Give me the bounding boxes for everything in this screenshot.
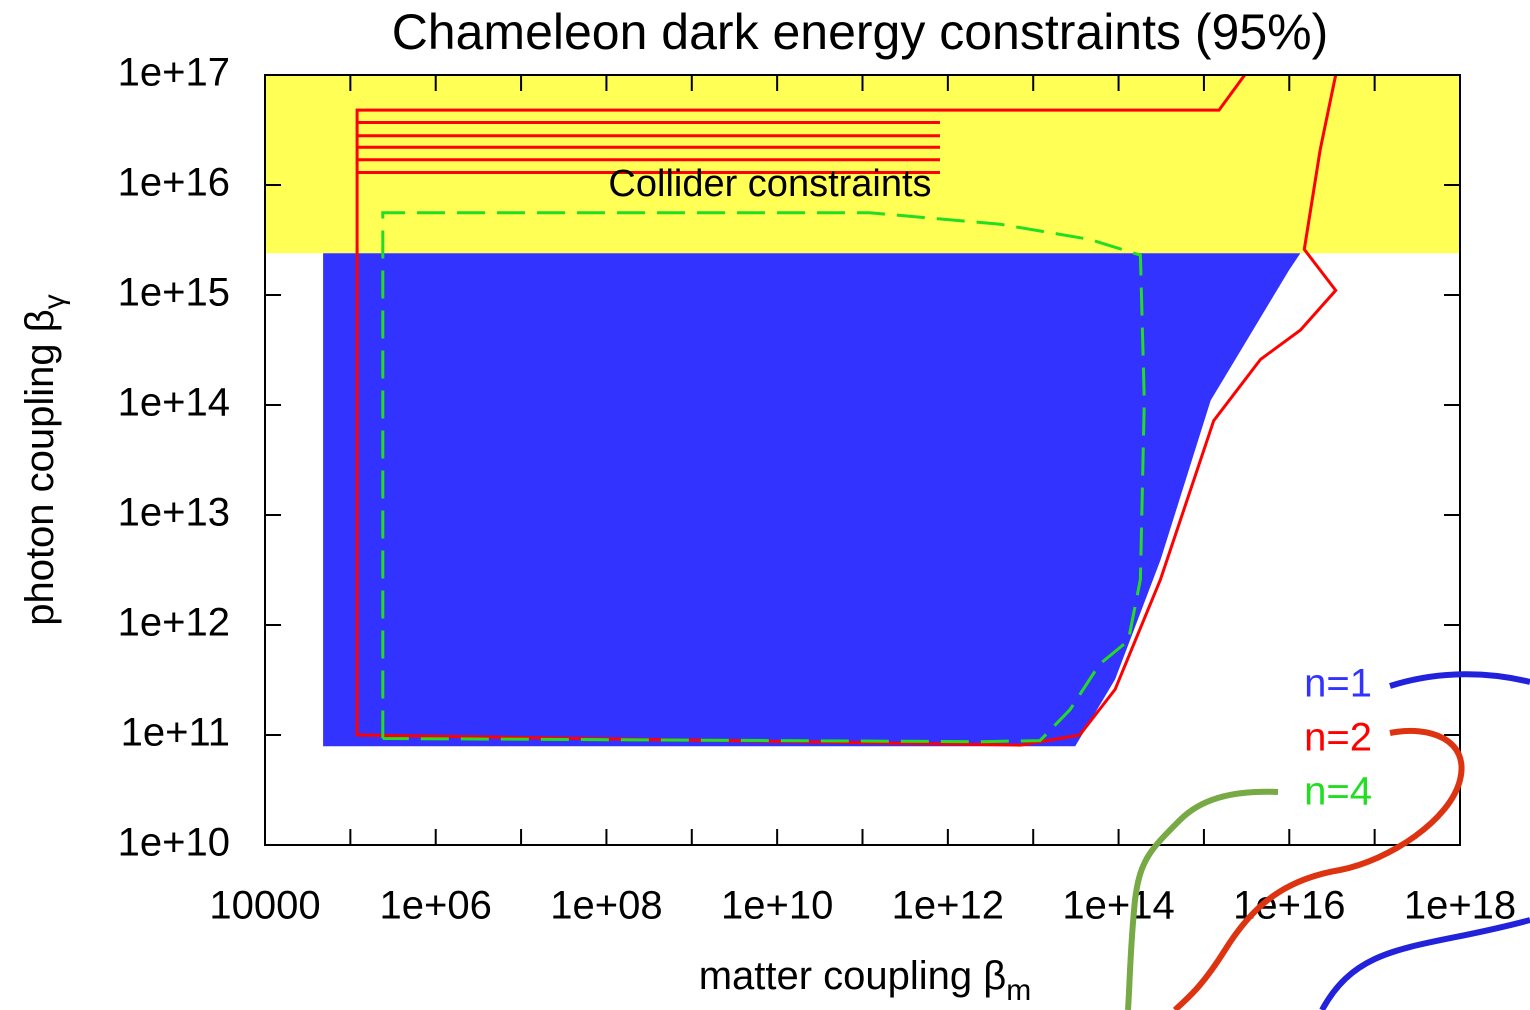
y-tick-label: 1e+14 — [118, 381, 230, 425]
chart-title: Chameleon dark energy constraints (95%) — [392, 4, 1329, 60]
y-tick-label: 1e+11 — [121, 711, 230, 755]
collider-band — [265, 75, 1460, 254]
region-line — [355, 75, 1338, 747]
y-tick-label: 1e+16 — [118, 161, 230, 205]
region-area — [323, 253, 1301, 747]
legend-curve — [1319, 917, 1530, 1010]
y-axis-label-text: photon coupling β — [18, 309, 62, 626]
legend-label: n=1 — [1304, 662, 1372, 706]
legend: n=1 n=2 n=4 — [1125, 662, 1530, 1010]
x-tick-label: 1e+08 — [550, 884, 662, 928]
y-tick-label: 1e+15 — [118, 271, 230, 315]
axes: 10000 1e+06 1e+08 1e+10 1e+12 1e+14 1e+16 1e+18… — [118, 51, 1517, 928]
region-line — [381, 211, 1146, 744]
x-tick-label: 1e+06 — [380, 884, 492, 928]
y-tick-label: 1e+13 — [118, 491, 230, 535]
plot-area: Collider constraints — [265, 75, 1460, 747]
x-tick-label: 1e+12 — [892, 884, 1004, 928]
y-tick-label: 1e+12 — [118, 601, 230, 645]
x-tick-label: 1e+18 — [1404, 884, 1516, 928]
x-tick-label: 1e+10 — [721, 884, 833, 928]
band-label: Collider constraints — [608, 163, 931, 205]
x-tick-label: 1e+14 — [1062, 884, 1174, 928]
legend-curve — [1172, 727, 1465, 1010]
legend-curve — [1389, 671, 1530, 689]
x-tick-label: 1e+16 — [1233, 884, 1345, 928]
y-tick-label: 1e+17 — [118, 51, 230, 95]
x-tick-label: 10000 — [209, 884, 320, 928]
x-axis-label-sub: m — [1006, 974, 1031, 1007]
legend-label: n=2 — [1304, 716, 1372, 760]
y-axis-label-sub: γ — [38, 294, 71, 309]
legend-label: n=4 — [1304, 770, 1372, 814]
x-axis-label: matter coupling βm — [699, 954, 1032, 1007]
y-axis-label: photon coupling βγ — [18, 294, 71, 626]
x-axis-label-text: matter coupling β — [699, 954, 1007, 998]
legend-curve — [1125, 788, 1279, 1010]
y-tick-label: 1e+10 — [118, 821, 230, 865]
